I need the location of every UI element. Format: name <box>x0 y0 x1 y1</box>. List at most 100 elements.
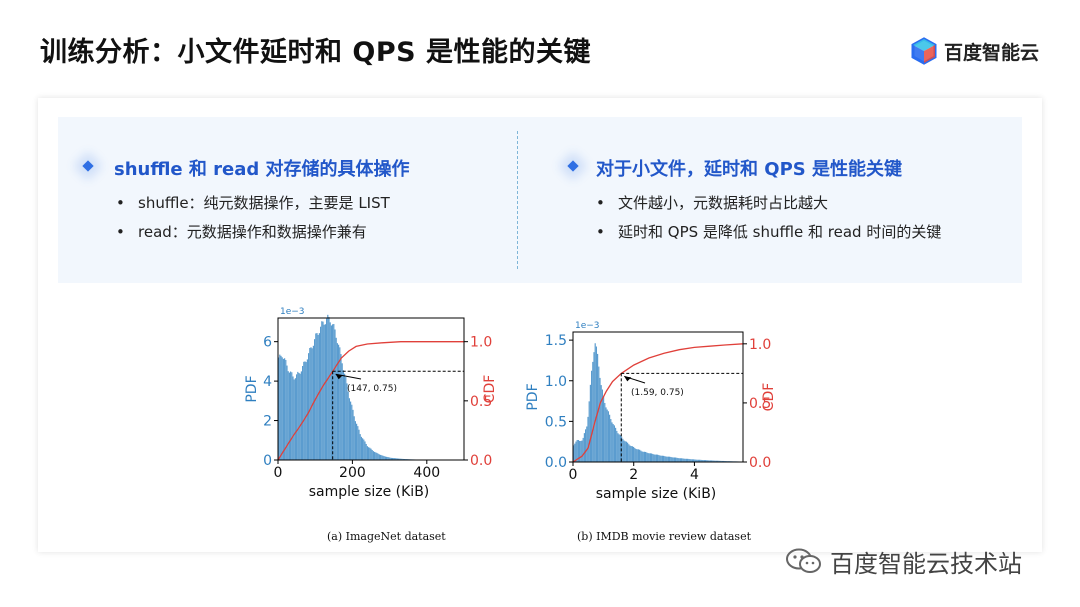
cdf-line <box>277 341 464 461</box>
pdf-bar <box>336 343 338 460</box>
pdf-bar <box>682 458 684 462</box>
pdf-bar <box>338 344 340 460</box>
pdf-bar <box>606 409 608 462</box>
pdf-bar <box>723 460 725 462</box>
pdf-bar <box>377 453 379 460</box>
pdf-bar <box>618 434 620 462</box>
y2-axis-label: CDF <box>482 375 498 404</box>
pdf-bar <box>324 324 326 460</box>
pdf-bar <box>678 458 680 462</box>
watermark-text: 百度智能云技术站 <box>830 549 1022 578</box>
offset-label: 1e−3 <box>280 307 305 317</box>
pdf-bar <box>371 449 373 460</box>
pdf-bar <box>661 455 663 462</box>
pdf-bar <box>323 324 325 460</box>
pdf-bar <box>616 430 618 462</box>
pdf-bar <box>306 359 308 460</box>
pdf-bar <box>706 460 708 462</box>
pdf-bar <box>291 372 293 460</box>
pdf-bar <box>634 448 636 462</box>
pdf-bar <box>601 389 603 462</box>
pdf-bar <box>630 446 632 462</box>
chart-imdb: (1.59, 0.75) 0 2 4 sample size (KiB) 0.0 0.5 1.… <box>525 321 777 502</box>
pdf-bar <box>721 460 723 462</box>
x-tick-label: 200 <box>339 465 366 481</box>
y-tick-label: 4 <box>263 374 272 390</box>
pdf-bar <box>648 453 650 462</box>
pdf-bar <box>646 452 648 462</box>
pdf-bar <box>334 329 336 460</box>
pdf-bar <box>399 458 401 460</box>
y2-tick-label: 1.0 <box>470 335 492 351</box>
pdf-bar <box>400 458 402 460</box>
pdf-bar <box>384 456 386 460</box>
pdf-bar <box>362 438 364 460</box>
pdf-bar <box>309 347 311 460</box>
pdf-bar <box>308 353 310 460</box>
pdf-bar <box>589 384 591 462</box>
pdf-bar <box>607 411 609 462</box>
pdf-bar <box>707 460 709 462</box>
pdf-bar <box>356 423 358 460</box>
y-tick-label: 6 <box>263 335 272 351</box>
pdf-bar <box>657 454 659 462</box>
pdf-bar <box>677 458 679 462</box>
pdf-bar <box>604 402 606 462</box>
y2-tick-label: 1.0 <box>749 337 771 353</box>
pdf-bar <box>317 334 319 460</box>
pdf-bar <box>583 433 585 462</box>
pdf-bar <box>598 366 600 462</box>
pdf-bar <box>341 363 343 460</box>
chart-caption-imdb: (b) IMDB movie review dataset <box>577 530 751 543</box>
pdf-bar <box>655 454 657 462</box>
pdf-bar <box>346 383 348 460</box>
plot-frame <box>277 317 465 461</box>
pdf-bar <box>649 453 651 462</box>
right-bullet-1: • 文件越小，元数据耗时占比越大 <box>596 194 829 212</box>
y2-axis-label: CDF <box>761 383 777 412</box>
pdf-bar <box>388 457 390 460</box>
pdf-bar <box>691 459 693 462</box>
pdf-bar <box>286 365 288 460</box>
pdf-bar <box>667 456 669 462</box>
y-tick-label: 1.5 <box>545 333 567 349</box>
pdf-bar <box>664 456 666 462</box>
pdf-bar <box>359 434 361 460</box>
pdf-bar <box>364 441 366 460</box>
pdf-bar <box>278 357 280 460</box>
pdf-bar <box>574 443 576 462</box>
pdf-bar <box>639 449 641 462</box>
pdf-bar <box>290 371 292 460</box>
pdf-bar <box>360 436 362 460</box>
pdf-bar <box>613 425 615 462</box>
pdf-bar <box>669 456 671 462</box>
pdf-bar <box>351 404 353 460</box>
pdf-bar <box>288 372 290 460</box>
pdf-bar <box>663 455 665 462</box>
pdf-bar <box>329 322 331 460</box>
summary-panel <box>58 117 1022 283</box>
pdf-bar <box>321 321 323 460</box>
pdf-bar <box>304 361 306 460</box>
y2-tick-label: 0.5 <box>749 396 771 412</box>
pdf-bar <box>720 460 722 462</box>
y-tick-label: 0.0 <box>545 455 567 471</box>
pdf-bar <box>697 459 699 462</box>
pdf-bar <box>715 460 717 462</box>
pdf-bar <box>392 457 394 460</box>
pdf-bar <box>689 459 691 462</box>
pdf-bar <box>659 455 661 462</box>
pdf-bar <box>684 458 686 462</box>
pdf-bar <box>708 460 710 462</box>
pdf-bar <box>354 421 356 460</box>
pdf-bar <box>279 354 281 460</box>
pdf-bar <box>305 362 307 460</box>
pdf-bar <box>622 438 624 462</box>
pdf-bar <box>693 459 695 462</box>
pdf-bar <box>666 456 668 462</box>
pdf-bar <box>658 455 660 462</box>
pdf-bar <box>398 458 400 460</box>
wechat-icon <box>786 548 821 573</box>
pdf-bar <box>357 426 359 460</box>
y-tick-label: 2 <box>263 414 272 430</box>
